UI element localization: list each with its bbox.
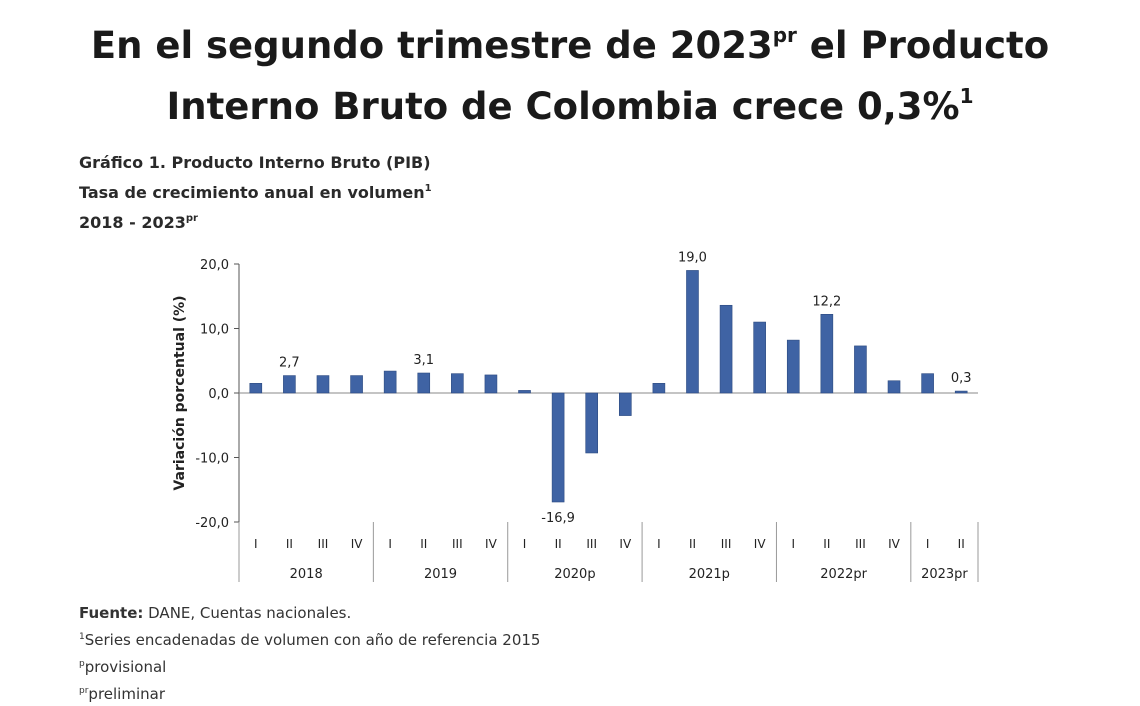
chart-subtitle-text: Tasa de crecimiento anual en volumen [79, 183, 425, 202]
chart-subtitle-superscript: 1 [424, 183, 432, 194]
footnote-p: pprovisional [79, 652, 540, 679]
quarter-tick-label: II [286, 537, 293, 551]
headline-line-1-text: En el segundo trimestre de 2023 [90, 24, 773, 67]
bar [249, 383, 263, 394]
source-note: Fuente: DANE, Cuentas nacionales. [79, 601, 540, 625]
quarter-tick-label: I [657, 537, 661, 551]
quarter-tick-label: I [254, 537, 258, 551]
quarter-tick-label: IV [485, 537, 498, 551]
bar [316, 375, 330, 394]
quarter-tick-label: II [823, 537, 830, 551]
footnote-1-text: Series encadenadas de volumen con año de… [84, 631, 541, 649]
year-group-label: 2019 [424, 567, 457, 582]
quarter-tick-label: I [388, 537, 392, 551]
source-text: DANE, Cuentas nacionales. [143, 604, 352, 622]
source-label: Fuente: [79, 604, 144, 622]
chart-subtitle: Tasa de crecimiento anual en volumen1 [79, 176, 432, 206]
footnote-p-text: provisional [84, 658, 167, 676]
quarter-tick-label: II [555, 537, 562, 551]
bar [652, 383, 666, 394]
quarter-tick-label: IV [619, 537, 632, 551]
year-group-label: 2022pr [820, 567, 867, 582]
data-label: 0,3 [951, 371, 972, 386]
quarter-tick-label: III [586, 537, 597, 551]
headline-line-2: Interno Bruto de Colombia crece 0,3%1 [0, 71, 1140, 132]
quarter-tick-label: I [926, 537, 930, 551]
y-tick-label: 20,0 [200, 258, 229, 273]
quarter-tick-label: II [420, 537, 427, 551]
headline-line-1-end: el Producto [796, 24, 1050, 67]
quarter-tick-label: III [721, 537, 732, 551]
headline-line-1: En el segundo trimestre de 2023pr el Pro… [0, 10, 1140, 71]
bar [484, 374, 498, 394]
bar [383, 370, 397, 394]
headline-line-2-text: Interno Bruto de Colombia crece 0,3% [166, 85, 960, 128]
bar [753, 321, 766, 394]
y-axis-title: Variación porcentual (%) [172, 295, 188, 490]
footnote-pr-text: preliminar [88, 685, 165, 703]
data-label: 12,2 [812, 294, 841, 309]
chart-period-superscript: pr [185, 213, 198, 224]
y-tick-label: 10,0 [200, 323, 229, 338]
footnote-1-marker: 1 [79, 632, 85, 642]
headline-footnote-superscript: 1 [959, 84, 974, 108]
bar [719, 304, 733, 394]
y-tick-label: -20,0 [195, 516, 229, 531]
bar [921, 373, 934, 394]
headline-pr-superscript: pr [772, 23, 797, 47]
quarter-tick-label: III [855, 537, 866, 551]
chart-period-text: 2018 - 2023 [79, 213, 186, 232]
year-group-label: 2023pr [921, 567, 968, 582]
bar [887, 380, 901, 394]
bar [451, 373, 464, 394]
bar [618, 392, 632, 416]
year-group-label: 2020p [554, 567, 595, 582]
chart-title: Gráfico 1. Producto Interno Bruto (PIB) [79, 153, 431, 172]
bar [854, 345, 867, 394]
chart-period: 2018 - 2023pr [79, 206, 432, 236]
bar [686, 270, 699, 394]
quarter-tick-label: II [689, 537, 696, 551]
bar [820, 314, 834, 394]
year-group-label: 2021p [689, 567, 730, 582]
bar [551, 392, 565, 503]
footnote-1: 1Series encadenadas de volumen con año d… [79, 625, 540, 652]
y-tick-label: -10,0 [195, 452, 229, 467]
bar [786, 339, 800, 394]
quarter-tick-label: III [452, 537, 463, 551]
bar [518, 390, 531, 394]
quarter-tick-label: I [791, 537, 795, 551]
quarter-tick-label: IV [754, 537, 767, 551]
bar [585, 392, 599, 454]
year-group-label: 2018 [290, 567, 323, 582]
quarter-tick-label: IV [351, 537, 364, 551]
chart-title-block: Gráfico 1. Producto Interno Bruto (PIB) … [79, 150, 432, 236]
data-label: -16,9 [541, 511, 575, 526]
footnote-pr: prpreliminar [79, 679, 540, 706]
y-tick-label: 0,0 [208, 387, 229, 402]
bar [283, 375, 296, 394]
footnote-pr-marker: pr [79, 686, 89, 696]
data-label: 19,0 [678, 250, 707, 265]
data-label: 3,1 [413, 353, 434, 368]
bar [350, 375, 363, 394]
page-headline: En el segundo trimestre de 2023pr el Pro… [0, 10, 1140, 132]
bar [417, 372, 431, 394]
quarter-tick-label: II [958, 537, 965, 551]
quarter-tick-label: IV [888, 537, 901, 551]
quarter-tick-label: III [318, 537, 329, 551]
bar [954, 390, 968, 394]
quarter-tick-label: I [523, 537, 527, 551]
footnote-p-marker: p [79, 659, 85, 669]
chart-notes: Fuente: DANE, Cuentas nacionales. 1Serie… [79, 601, 540, 706]
data-label: 2,7 [279, 356, 300, 371]
